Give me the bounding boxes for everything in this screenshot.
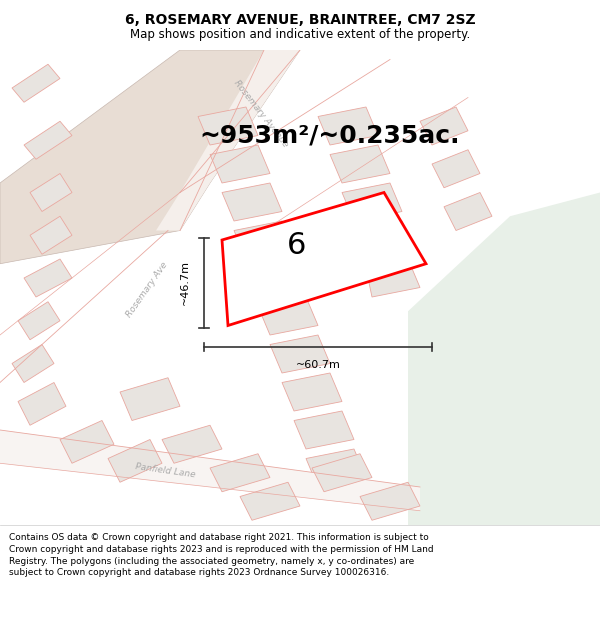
Text: Map shows position and indicative extent of the property.: Map shows position and indicative extent… [130, 28, 470, 41]
Polygon shape [306, 449, 366, 487]
Polygon shape [420, 107, 468, 145]
Polygon shape [156, 50, 300, 231]
Polygon shape [354, 221, 414, 259]
Polygon shape [240, 482, 300, 520]
Polygon shape [18, 382, 66, 425]
Text: ~60.7m: ~60.7m [296, 360, 340, 370]
Polygon shape [210, 454, 270, 492]
Polygon shape [366, 259, 420, 297]
Polygon shape [330, 145, 390, 183]
Polygon shape [12, 64, 60, 102]
Polygon shape [198, 107, 258, 145]
Text: Contains OS data © Crown copyright and database right 2021. This information is : Contains OS data © Crown copyright and d… [9, 533, 434, 578]
Polygon shape [444, 192, 492, 231]
Text: ~46.7m: ~46.7m [180, 260, 190, 305]
Text: 6, ROSEMARY AVENUE, BRAINTREE, CM7 2SZ: 6, ROSEMARY AVENUE, BRAINTREE, CM7 2SZ [125, 12, 475, 26]
Polygon shape [18, 302, 60, 340]
Polygon shape [312, 454, 372, 492]
Polygon shape [30, 174, 72, 211]
Polygon shape [60, 421, 114, 463]
Polygon shape [120, 378, 180, 421]
Polygon shape [432, 150, 480, 188]
Polygon shape [30, 216, 72, 254]
Text: Rosemary Avenue: Rosemary Avenue [232, 79, 290, 149]
Polygon shape [222, 192, 426, 326]
Polygon shape [360, 482, 420, 520]
Polygon shape [162, 425, 222, 463]
Text: Rosemary Ave: Rosemary Ave [125, 261, 169, 319]
Text: ~953m²/~0.235ac.: ~953m²/~0.235ac. [200, 124, 460, 148]
Polygon shape [270, 335, 330, 373]
Polygon shape [24, 121, 72, 159]
Polygon shape [24, 259, 72, 297]
Polygon shape [0, 430, 420, 511]
Polygon shape [258, 297, 318, 335]
Polygon shape [0, 50, 300, 264]
Polygon shape [408, 192, 600, 525]
Polygon shape [282, 373, 342, 411]
Text: 6: 6 [287, 231, 307, 261]
Polygon shape [246, 259, 306, 297]
Polygon shape [12, 344, 54, 382]
Text: Panfield Lane: Panfield Lane [134, 462, 196, 479]
Polygon shape [108, 439, 162, 483]
Polygon shape [342, 183, 402, 221]
Polygon shape [210, 145, 270, 183]
Polygon shape [318, 107, 378, 145]
Polygon shape [222, 183, 282, 221]
Polygon shape [294, 411, 354, 449]
Polygon shape [234, 221, 294, 259]
